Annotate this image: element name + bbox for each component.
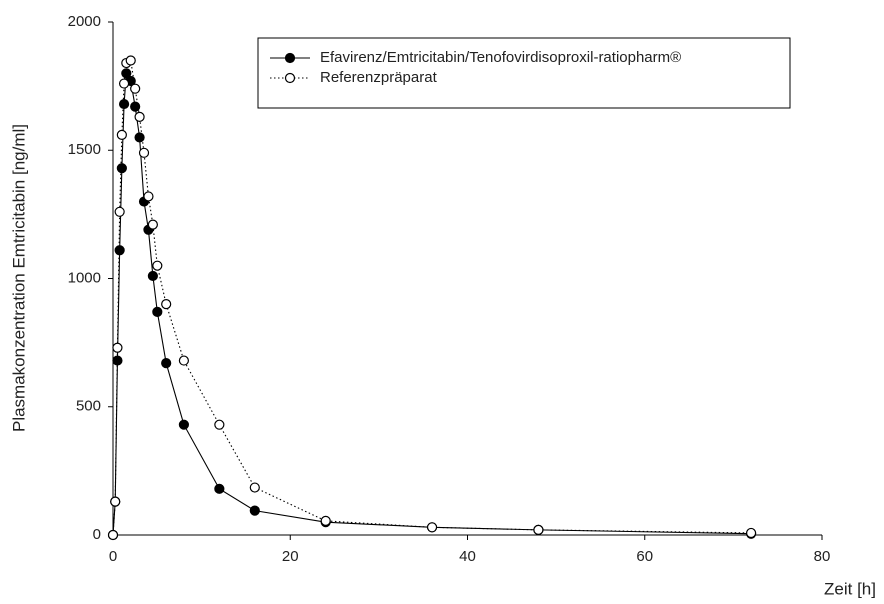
data-point — [121, 68, 132, 79]
x-tick-label: 20 — [282, 548, 299, 565]
legend-label: Efavirenz/Emtricitabin/Tenofovirdisoprox… — [320, 49, 681, 66]
y-tick-label: 2000 — [68, 13, 101, 30]
data-point — [152, 306, 163, 317]
data-point — [143, 191, 154, 202]
data-point — [147, 270, 158, 282]
data-point — [138, 147, 150, 158]
data-point — [114, 245, 125, 256]
x-tick-label: 40 — [459, 548, 476, 565]
y-tick-label: 1500 — [68, 141, 101, 158]
data-point — [178, 419, 189, 430]
legend-label: Referenzpräparat — [320, 69, 438, 86]
data-point — [178, 355, 189, 366]
data-point — [161, 299, 172, 310]
data-point — [130, 83, 141, 94]
y-tick-label: 500 — [76, 398, 101, 415]
data-point — [116, 163, 127, 174]
x-axis-label: Zeit [h] — [824, 579, 876, 598]
data-point — [112, 342, 123, 353]
x-tick-label: 80 — [814, 548, 831, 565]
data-point — [161, 358, 172, 369]
data-point — [118, 98, 130, 110]
series-line — [112, 59, 752, 536]
data-point — [147, 219, 158, 230]
data-point — [533, 524, 544, 535]
data-point — [110, 496, 121, 507]
data-point — [320, 515, 331, 526]
data-point — [134, 132, 145, 143]
data-point — [114, 206, 125, 217]
data-point — [249, 505, 260, 516]
data-point — [118, 78, 130, 89]
data-point — [116, 129, 127, 140]
data-point — [249, 482, 260, 493]
data-point — [125, 55, 136, 66]
data-point — [134, 111, 145, 123]
x-tick-label: 0 — [109, 548, 117, 565]
data-point — [152, 260, 163, 271]
legend: Efavirenz/Emtricitabin/Tenofovirdisoprox… — [257, 37, 791, 109]
legend-marker — [284, 72, 296, 84]
x-tick-label: 60 — [636, 548, 653, 565]
data-point — [214, 483, 225, 494]
data-point — [426, 522, 438, 533]
data-point — [112, 355, 123, 366]
legend-box — [257, 37, 791, 109]
y-tick-label: 0 — [93, 526, 101, 543]
series-line — [112, 71, 752, 536]
data-point — [130, 101, 141, 112]
y-axis-label: Plasmakonzentration Emtricitabin [ng/ml] — [9, 124, 28, 432]
legend-marker — [284, 52, 296, 64]
data-point — [214, 419, 225, 430]
data-point — [107, 529, 119, 541]
data-point — [745, 527, 757, 539]
y-tick-label: 1000 — [68, 269, 101, 286]
